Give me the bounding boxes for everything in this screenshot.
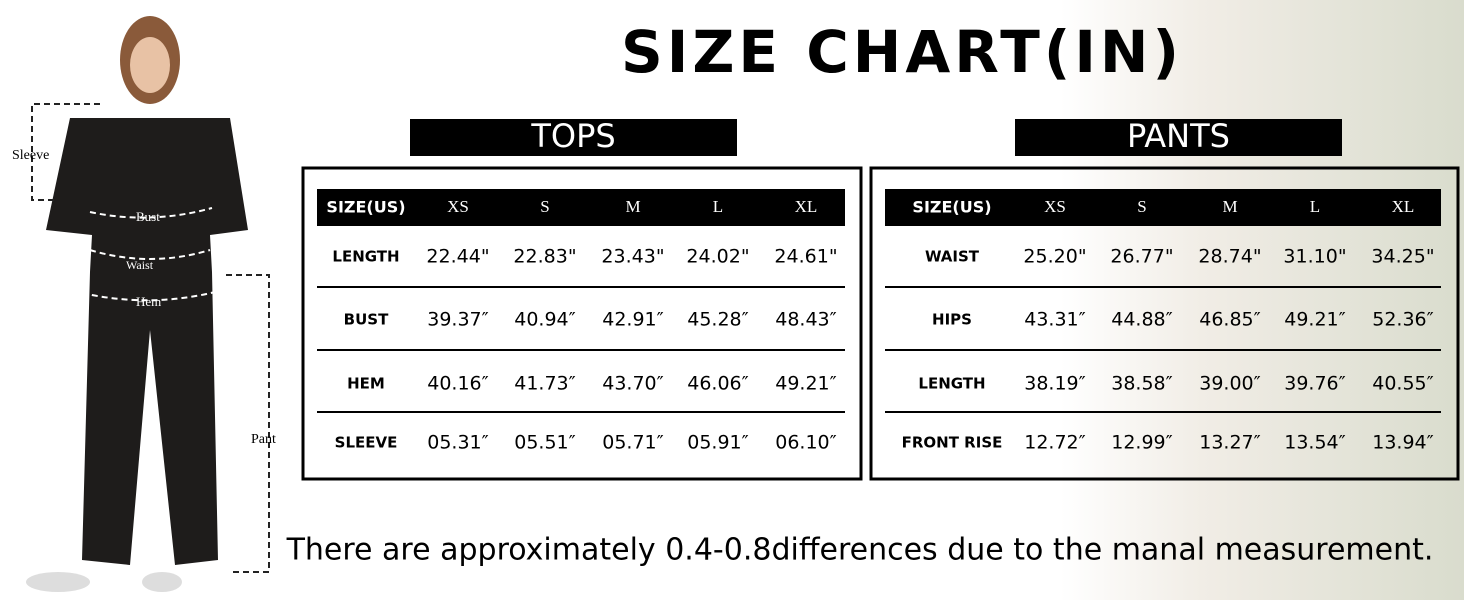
header-cell: XL [795, 197, 818, 216]
value-cell: 25.20" [1023, 246, 1086, 268]
value-cell: 42.91″ [602, 309, 664, 331]
value-cell: 44.88″ [1111, 309, 1173, 331]
value-cell: 39.37″ [427, 309, 489, 331]
value-cell: 34.25" [1371, 246, 1434, 268]
value-cell: 05.71″ [602, 432, 664, 454]
row-label: FRONT RISE [902, 434, 1003, 452]
measure-lines [31, 103, 270, 573]
header-cell: XL [1392, 197, 1415, 216]
label-waist: Waist [126, 258, 154, 272]
value-cell: 28.74" [1198, 246, 1261, 268]
table-title-bar [1015, 119, 1342, 156]
row-label: LENGTH [332, 248, 399, 266]
table-border [301, 166, 863, 481]
value-cell: 39.00″ [1199, 373, 1261, 395]
label-hem: Hem [136, 294, 161, 309]
label-bust: Bust [136, 209, 160, 224]
header-cell: M [625, 197, 640, 216]
value-cell: 48.43″ [775, 309, 837, 331]
value-cell: 31.10" [1283, 246, 1346, 268]
value-cell: 40.94″ [514, 309, 576, 331]
value-cell: 06.10″ [775, 432, 837, 454]
value-cell: 22.44" [426, 246, 489, 268]
page-title: SIZE CHART(IN) [621, 18, 1183, 86]
header-cell: L [1310, 197, 1320, 216]
background-photo [1060, 0, 1464, 600]
header-row [885, 189, 1441, 226]
value-cell: 13.27″ [1199, 432, 1261, 454]
table-border [869, 166, 1460, 481]
value-cell: 43.70″ [602, 373, 664, 395]
value-cell: 13.94″ [1372, 432, 1434, 454]
value-cell: 13.54″ [1284, 432, 1346, 454]
header-cell: M [1222, 197, 1237, 216]
header-cell: S [540, 197, 549, 216]
header-cell: XS [1044, 197, 1066, 216]
row-label: BUST [344, 311, 389, 329]
value-cell: 12.99″ [1111, 432, 1173, 454]
row-label: HIPS [932, 311, 972, 329]
value-cell: 22.83" [513, 246, 576, 268]
value-cell: 39.76″ [1284, 373, 1346, 395]
value-cell: 24.02" [686, 246, 749, 268]
header-cell: S [1137, 197, 1146, 216]
model-figure [26, 16, 248, 592]
value-cell: 46.85″ [1199, 309, 1261, 331]
value-cell: 52.36″ [1372, 309, 1434, 331]
value-cell: 40.16″ [427, 373, 489, 395]
value-cell: 05.91″ [687, 432, 749, 454]
value-cell: 43.31″ [1024, 309, 1086, 331]
label-sleeve: Sleeve [12, 148, 49, 163]
header-cell: L [713, 197, 723, 216]
row-label: SLEEVE [335, 434, 398, 452]
value-cell: 38.58″ [1111, 373, 1173, 395]
header-row [317, 189, 845, 226]
value-cell: 49.21″ [775, 373, 837, 395]
value-cell: 05.51″ [514, 432, 576, 454]
value-cell: 41.73″ [514, 373, 576, 395]
note: There are approximately 0.4-0.8differenc… [286, 533, 1434, 568]
value-cell: 23.43" [601, 246, 664, 268]
value-cell: 38.19″ [1024, 373, 1086, 395]
value-cell: 05.31″ [427, 432, 489, 454]
label-pant: Pant [251, 432, 276, 447]
value-cell: 49.21″ [1284, 309, 1346, 331]
row-label: HEM [347, 375, 385, 393]
header-cell: SIZE(US) [912, 198, 991, 217]
table-title: PANTS [1127, 117, 1230, 155]
value-cell: 45.28″ [687, 309, 749, 331]
table-title: TOPS [530, 117, 615, 155]
value-cell: 46.06″ [687, 373, 749, 395]
table-title-bar [410, 119, 737, 156]
header-cell: XS [447, 197, 469, 216]
row-label: WAIST [925, 248, 980, 266]
value-cell: 26.77" [1110, 246, 1173, 268]
row-label: LENGTH [918, 375, 985, 393]
value-cell: 12.72″ [1024, 432, 1086, 454]
value-cell: 40.55″ [1372, 373, 1434, 395]
header-cell: SIZE(US) [326, 198, 405, 217]
value-cell: 24.61" [774, 246, 837, 268]
